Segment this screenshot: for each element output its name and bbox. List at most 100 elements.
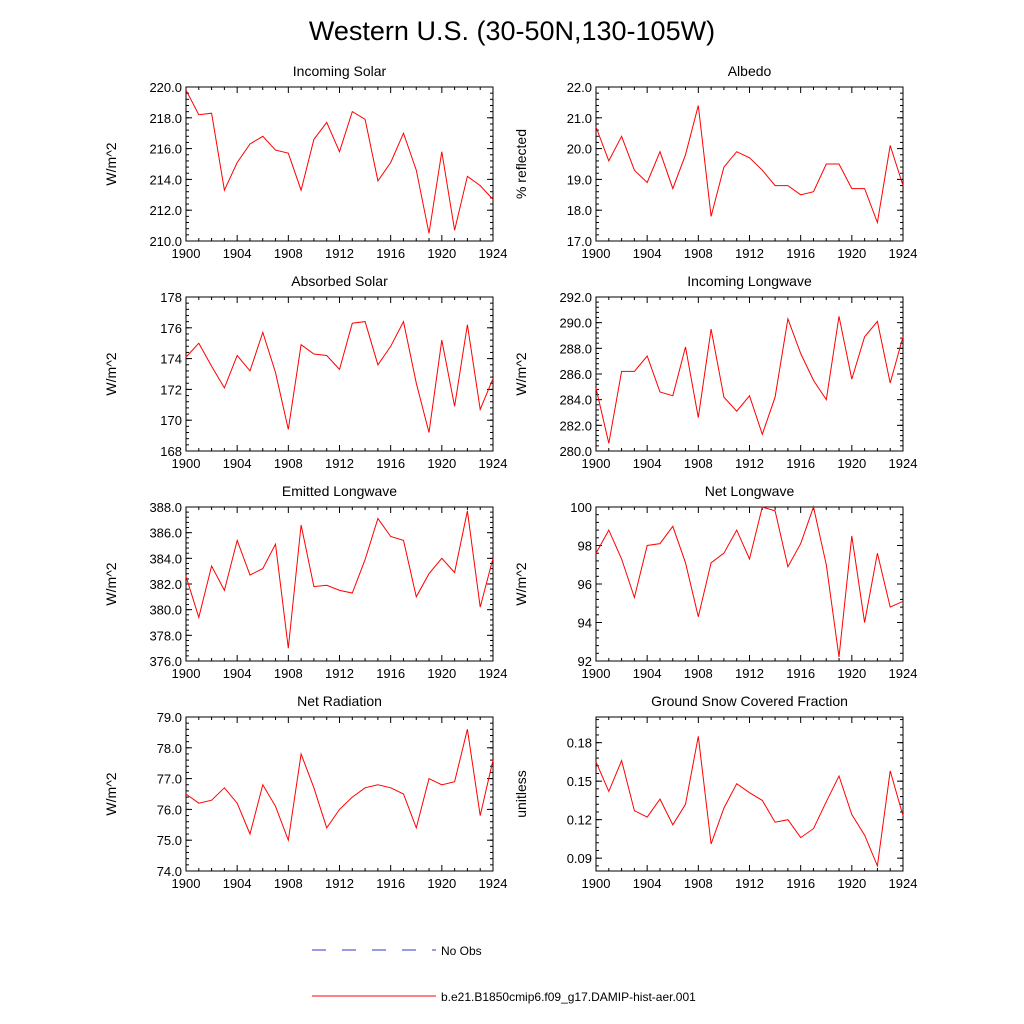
x-tick-label: 1912 xyxy=(325,246,354,261)
x-tick-label: 1900 xyxy=(172,666,201,681)
series-line xyxy=(595,316,904,444)
x-tick-label: 1904 xyxy=(633,246,662,261)
x-tick-label: 1908 xyxy=(684,666,713,681)
y-tick-label: 170 xyxy=(160,413,182,428)
x-tick-label: 1904 xyxy=(633,666,662,681)
x-tick-label: 1916 xyxy=(786,876,815,891)
plot-frame xyxy=(185,86,494,242)
series-line xyxy=(595,736,904,868)
y-axis-label: unitless xyxy=(513,770,529,817)
x-tick-label: 1908 xyxy=(274,876,303,891)
legend-no-obs-label: No Obs xyxy=(441,944,482,958)
y-tick-label: 76.0 xyxy=(157,802,182,817)
x-tick-label: 1908 xyxy=(684,876,713,891)
x-tick-label: 1920 xyxy=(837,666,866,681)
y-tick-label: 75.0 xyxy=(157,833,182,848)
chart-panel: Absorbed Solar W/m^2 1900 1904 1908 1912 1916 1… xyxy=(103,273,507,471)
y-axis-label: W/m^2 xyxy=(103,142,119,185)
y-axis-label: W/m^2 xyxy=(513,352,529,395)
y-tick-label: 176 xyxy=(160,321,182,336)
y-tick-label: 100 xyxy=(570,500,592,515)
x-tick-label: 1900 xyxy=(582,456,611,471)
y-tick-label: 0.12 xyxy=(567,813,592,828)
y-tick-label: 18.0 xyxy=(567,203,592,218)
x-tick-label: 1920 xyxy=(427,246,456,261)
chart-panel: Net Radiation W/m^2 1900 1904 1908 1912 1916 19… xyxy=(103,693,507,891)
x-tick-label: 1920 xyxy=(427,456,456,471)
panel-title: Emitted Longwave xyxy=(282,483,397,499)
x-tick-label: 1924 xyxy=(479,666,508,681)
x-tick-label: 1912 xyxy=(735,666,764,681)
y-tick-label: 288.0 xyxy=(559,341,592,356)
series-line xyxy=(185,320,494,433)
y-tick-label: 92 xyxy=(578,654,592,669)
y-tick-label: 292.0 xyxy=(559,290,592,305)
y-tick-label: 290.0 xyxy=(559,316,592,331)
y-tick-label: 380.0 xyxy=(149,603,182,618)
x-tick-label: 1920 xyxy=(837,456,866,471)
y-tick-label: 79.0 xyxy=(157,710,182,725)
y-tick-label: 168 xyxy=(160,444,182,459)
series-line xyxy=(595,105,904,225)
x-tick-label: 1904 xyxy=(223,876,252,891)
x-tick-label: 1912 xyxy=(325,456,354,471)
y-tick-label: 20.0 xyxy=(567,142,592,157)
x-tick-label: 1912 xyxy=(325,876,354,891)
x-tick-label: 1924 xyxy=(889,666,918,681)
y-tick-label: 384.0 xyxy=(149,551,182,566)
panel-title: Incoming Solar xyxy=(293,63,387,79)
x-tick-label: 1900 xyxy=(172,876,201,891)
y-tick-label: 214.0 xyxy=(149,172,182,187)
x-tick-label: 1920 xyxy=(837,246,866,261)
x-tick-label: 1900 xyxy=(582,876,611,891)
x-tick-label: 1924 xyxy=(889,876,918,891)
panel-title: Incoming Longwave xyxy=(687,273,812,289)
x-tick-label: 1916 xyxy=(376,246,405,261)
x-tick-label: 1912 xyxy=(325,666,354,681)
y-tick-label: 17.0 xyxy=(567,234,592,249)
y-tick-label: 212.0 xyxy=(149,203,182,218)
panel-title: Albedo xyxy=(728,63,772,79)
x-tick-label: 1908 xyxy=(274,456,303,471)
y-tick-label: 382.0 xyxy=(149,577,182,592)
x-tick-label: 1908 xyxy=(684,246,713,261)
y-tick-label: 22.0 xyxy=(567,80,592,95)
x-tick-label: 1900 xyxy=(172,246,201,261)
plot-frame xyxy=(185,296,494,452)
panel-title: Net Radiation xyxy=(297,693,382,709)
series-line xyxy=(185,510,494,649)
y-tick-label: 0.18 xyxy=(567,736,592,751)
y-tick-label: 386.0 xyxy=(149,526,182,541)
y-axis-label: W/m^2 xyxy=(103,352,119,395)
legend-model-label: b.e21.B1850cmip6.f09_g17.DAMIP-hist-aer.… xyxy=(441,990,696,1004)
series-line xyxy=(595,505,904,658)
y-tick-label: 74.0 xyxy=(157,864,182,879)
x-tick-label: 1920 xyxy=(427,666,456,681)
x-tick-label: 1908 xyxy=(684,456,713,471)
chart-panel: Net Longwave W/m^2 1900 1904 1908 1912 1916 192… xyxy=(513,483,917,681)
y-tick-label: 172 xyxy=(160,382,182,397)
y-axis-label: W/m^2 xyxy=(103,772,119,815)
series-line xyxy=(185,89,494,234)
x-tick-label: 1900 xyxy=(172,456,201,471)
x-tick-label: 1916 xyxy=(376,876,405,891)
x-tick-label: 1924 xyxy=(479,456,508,471)
x-tick-label: 1924 xyxy=(479,876,508,891)
x-tick-label: 1920 xyxy=(427,876,456,891)
y-tick-label: 210.0 xyxy=(149,234,182,249)
x-tick-label: 1916 xyxy=(786,666,815,681)
x-tick-label: 1916 xyxy=(376,456,405,471)
plot-frame xyxy=(185,506,494,662)
chart-panel: Incoming Solar W/m^2 1900 1904 1908 1912 1916 1… xyxy=(103,63,507,261)
panel-title: Absorbed Solar xyxy=(291,273,388,289)
figure-title: Western U.S. (30-50N,130-105W) xyxy=(309,16,715,46)
x-tick-label: 1900 xyxy=(582,246,611,261)
panel-title: Ground Snow Covered Fraction xyxy=(651,693,848,709)
plot-frame xyxy=(185,716,494,872)
x-tick-label: 1924 xyxy=(479,246,508,261)
y-tick-label: 98 xyxy=(578,539,592,554)
series-line xyxy=(185,729,494,843)
y-tick-label: 19.0 xyxy=(567,172,592,187)
plot-frame xyxy=(595,86,904,242)
